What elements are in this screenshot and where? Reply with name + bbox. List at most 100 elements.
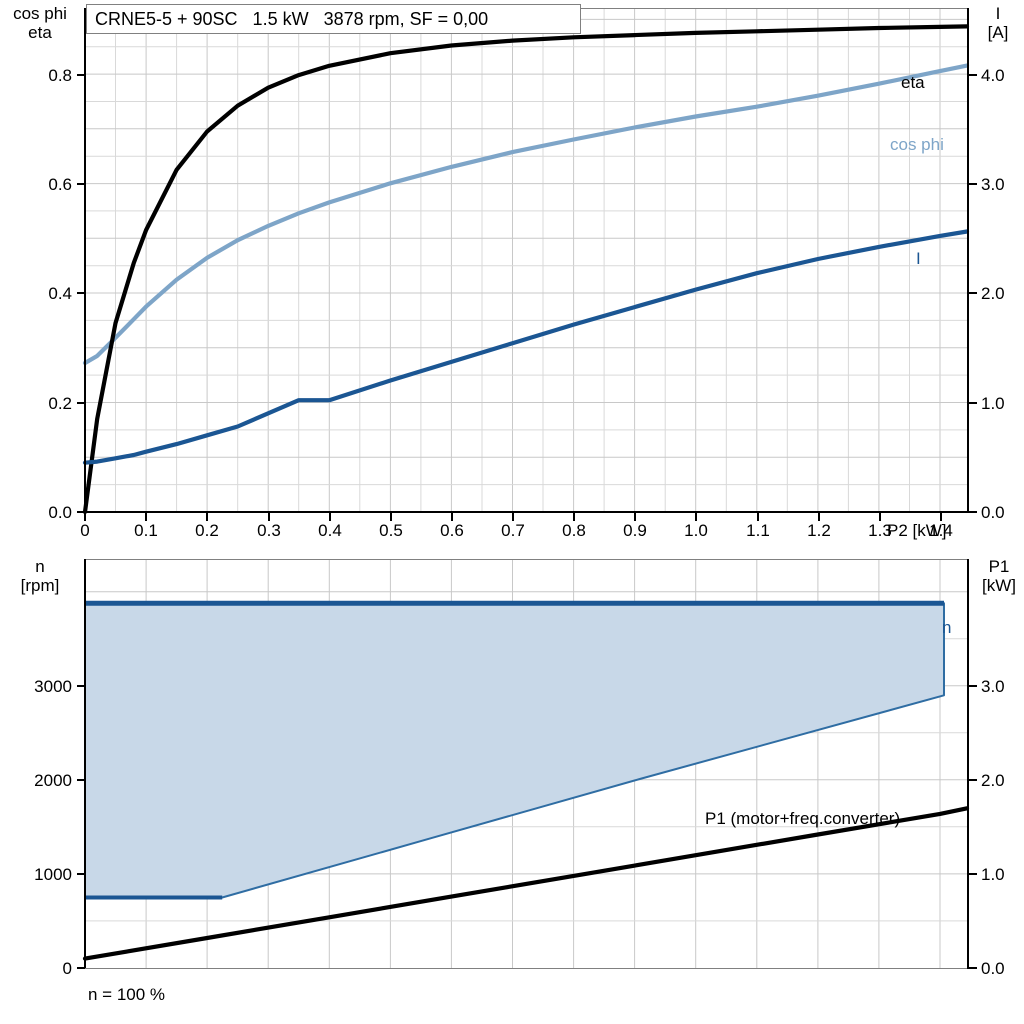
top-right-tick-2	[967, 292, 977, 294]
top-x-tick-0	[84, 513, 86, 521]
bottom-right-axis-title: P1 [kW]	[975, 557, 1023, 595]
top-x-tick-12	[818, 513, 820, 521]
bottom-left-tick-1	[77, 873, 85, 875]
curve-label-eta: eta	[901, 73, 925, 92]
top-x-tick-11	[757, 513, 759, 521]
top-grid-vertical	[115, 8, 941, 512]
top-left-tick-1	[77, 402, 85, 404]
top-right-axis-title-line2: [A]	[987, 23, 1009, 42]
top-right-tick-4	[967, 74, 977, 76]
top-x-tick-label-1: 0.1	[134, 521, 158, 540]
bottom-frame-bottom	[85, 968, 968, 969]
bottom-right-axis-title-line1: P1	[988, 557, 1010, 576]
top-left-tick-label-0: 0.0	[48, 503, 72, 522]
top-left-tick-label-3: 0.6	[48, 175, 72, 194]
top-right-tick-label-3: 3.0	[981, 175, 1005, 194]
top-plot-svg	[82, 8, 970, 515]
bottom-left-axis-title-line1: n	[35, 557, 45, 576]
bottom-plot-area	[82, 559, 970, 968]
top-x-tick-label-3: 0.3	[257, 521, 281, 540]
top-right-tick-1	[967, 402, 977, 404]
top-x-tick-7	[512, 513, 514, 521]
top-x-tick-6	[451, 513, 453, 521]
bottom-left-tick-2	[77, 779, 85, 781]
bottom-axis-left	[84, 559, 86, 969]
bottom-axis-right	[967, 559, 969, 969]
top-left-axis-title-line1: cos phi	[13, 4, 67, 23]
top-x-tick-label-14: 1.4	[929, 521, 953, 540]
bottom-right-tick-3	[967, 685, 977, 687]
bottom-left-tick-label-1: 1000	[34, 865, 72, 884]
bottom-frame-top	[85, 559, 968, 560]
top-x-tick-13	[879, 513, 881, 521]
top-x-axis-title: P2 [kW]	[887, 521, 947, 540]
top-x-tick-label-9: 0.9	[623, 521, 647, 540]
top-left-tick-label-4: 0.8	[48, 66, 72, 85]
top-left-axis-title: cos phi eta	[0, 4, 80, 42]
top-left-tick-label-1: 0.2	[48, 394, 72, 413]
bottom-left-axis-title: n [rpm]	[0, 557, 80, 595]
top-left-tick-label-2: 0.4	[48, 284, 72, 303]
bottom-left-tick-label-0: 0	[62, 959, 72, 978]
top-x-tick-label-5: 0.5	[379, 521, 403, 540]
curve-label-current: I	[916, 249, 921, 268]
bottom-right-tick-label-1: 1.0	[981, 865, 1005, 884]
top-x-tick-label-7: 0.7	[501, 521, 525, 540]
chart-title-box: CRNE5-5 + 90SC 1.5 kW 3878 rpm, SF = 0,0…	[86, 4, 581, 34]
top-plot-area	[82, 8, 970, 515]
top-x-tick-1	[145, 513, 147, 521]
top-right-tick-label-2: 2.0	[981, 284, 1005, 303]
top-x-tick-label-12: 1.2	[807, 521, 831, 540]
top-right-axis-title-line1: I	[995, 4, 1001, 23]
curve-label-cos-phi: cos phi	[890, 135, 944, 154]
top-left-tick-3	[77, 183, 85, 185]
bottom-left-tick-label-2: 2000	[34, 771, 72, 790]
top-x-tick-5	[390, 513, 392, 521]
top-chart-panel: cos phi eta I [A]	[0, 4, 1009, 540]
top-axis-left	[84, 8, 86, 513]
top-x-tick-2	[206, 513, 208, 521]
top-x-tick-9	[634, 513, 636, 521]
bottom-left-tick-3	[77, 685, 85, 687]
bottom-right-tick-label-3: 3.0	[981, 677, 1005, 696]
top-x-tick-label-11: 1.1	[746, 521, 770, 540]
bottom-right-tick-2	[967, 779, 977, 781]
top-axis-right	[967, 8, 969, 513]
chart-footnote: n = 100 %	[88, 985, 166, 1004]
top-x-tick-label-0: 0	[80, 521, 90, 540]
top-left-tick-0	[77, 511, 85, 513]
curve-p1	[82, 806, 970, 961]
speed-operating-band	[84, 602, 945, 899]
bottom-left-axis-title-line2: [rpm]	[20, 576, 60, 595]
top-x-tick-8	[573, 513, 575, 521]
top-right-tick-label-0: 0.0	[981, 503, 1005, 522]
top-left-tick-2	[77, 292, 85, 294]
top-x-tick-label-2: 0.2	[195, 521, 219, 540]
top-axis-bottom	[84, 511, 969, 513]
bottom-chart-panel: n [rpm] P1 [kW]	[0, 545, 1024, 1024]
top-left-tick-4	[77, 74, 85, 76]
bottom-right-tick-0	[967, 967, 977, 969]
top-x-tick-label-8: 0.8	[562, 521, 586, 540]
curve-eta	[82, 24, 970, 515]
top-right-tick-3	[967, 183, 977, 185]
curve-current	[82, 229, 970, 465]
top-x-tick-4	[329, 513, 331, 521]
curve-label-speed: n	[942, 618, 952, 637]
bottom-right-tick-label-2: 2.0	[981, 771, 1005, 790]
bottom-right-tick-1	[967, 873, 977, 875]
top-x-tick-10	[695, 513, 697, 521]
top-x-tick-label-4: 0.4	[318, 521, 342, 540]
top-left-axis-title-line2: eta	[28, 23, 52, 42]
top-x-tick-label-13: 1.3	[868, 521, 892, 540]
top-right-tick-label-4: 4.0	[981, 66, 1005, 85]
top-x-tick-label-6: 0.6	[440, 521, 464, 540]
top-x-tick-14	[940, 513, 942, 521]
top-x-tick-label-10: 1.0	[684, 521, 708, 540]
top-right-tick-0	[967, 511, 977, 513]
bottom-right-axis-title-line2: [kW]	[982, 576, 1016, 595]
bottom-right-tick-label-0: 0.0	[981, 959, 1005, 978]
bottom-plot-svg	[82, 559, 970, 968]
top-x-tick-3	[268, 513, 270, 521]
